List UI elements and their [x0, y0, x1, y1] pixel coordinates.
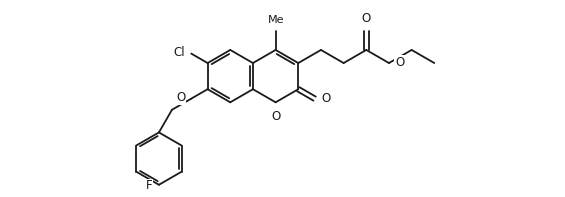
Text: O: O — [362, 12, 371, 25]
Text: O: O — [395, 56, 404, 69]
Text: O: O — [271, 110, 280, 123]
Text: O: O — [322, 92, 331, 105]
Text: Cl: Cl — [174, 46, 185, 59]
Text: Me: Me — [268, 15, 285, 25]
Text: F: F — [146, 179, 153, 192]
Text: O: O — [176, 91, 186, 104]
